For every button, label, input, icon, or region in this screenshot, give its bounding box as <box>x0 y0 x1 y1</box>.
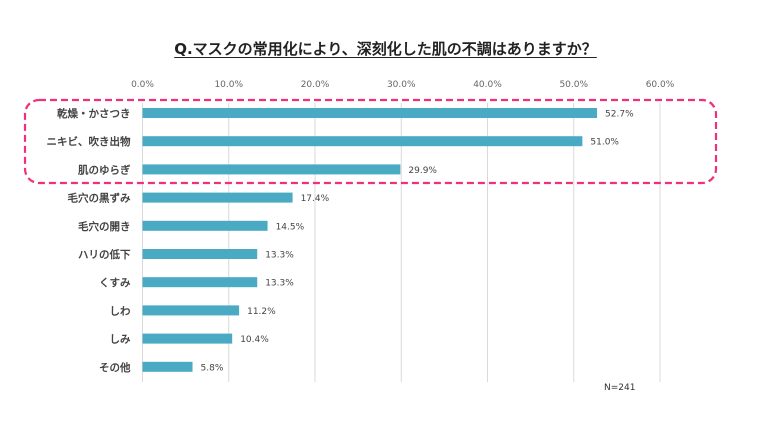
tick-label: 40.0% <box>473 80 502 90</box>
data-label: 52.7% <box>605 110 634 120</box>
data-label: 13.3% <box>265 251 294 261</box>
bar <box>142 220 268 231</box>
category-label: その他 <box>99 361 131 374</box>
data-label: 13.3% <box>265 279 294 289</box>
bar <box>142 333 233 344</box>
highlight-box <box>23 98 718 185</box>
category-label: ハリの低下 <box>78 248 131 261</box>
category-label: 毛穴の開き <box>78 220 131 233</box>
category-label: ニキビ、吹き出物 <box>47 135 131 148</box>
category-label: しわ <box>110 305 131 317</box>
bar <box>142 277 258 288</box>
category-label: 毛穴の黒ずみ <box>68 192 131 205</box>
data-label: 5.8% <box>201 363 224 373</box>
bar <box>142 361 193 372</box>
tick-label: 20.0% <box>301 80 330 90</box>
bar <box>142 192 293 203</box>
category-label: しみ <box>110 334 131 346</box>
category-label: くすみ <box>99 277 131 289</box>
tick-label: 10.0% <box>214 80 243 90</box>
tick-label: 60.0% <box>646 80 675 90</box>
data-label: 14.5% <box>276 222 305 232</box>
bar <box>142 249 258 259</box>
bar <box>142 136 583 147</box>
data-label: 10.4% <box>240 335 269 345</box>
tick-label: 0.0% <box>131 80 154 90</box>
category-label: 肌のゆらぎ <box>78 163 131 176</box>
data-label: 11.2% <box>247 307 276 317</box>
sample-size-note: N=241 <box>604 383 636 393</box>
bar <box>142 305 240 316</box>
chart-title: Q.マスクの常用化により、深刻化した肌の不調はありますか？ <box>174 40 597 58</box>
data-label: 17.4% <box>301 194 330 204</box>
bar <box>142 108 598 118</box>
data-label: 51.0% <box>590 138 619 148</box>
tick-label: 50.0% <box>559 80 588 90</box>
bar <box>142 164 401 175</box>
category-label: 乾燥・かさつき <box>57 107 131 120</box>
data-label: 29.9% <box>408 166 437 176</box>
tick-label: 30.0% <box>387 80 416 90</box>
